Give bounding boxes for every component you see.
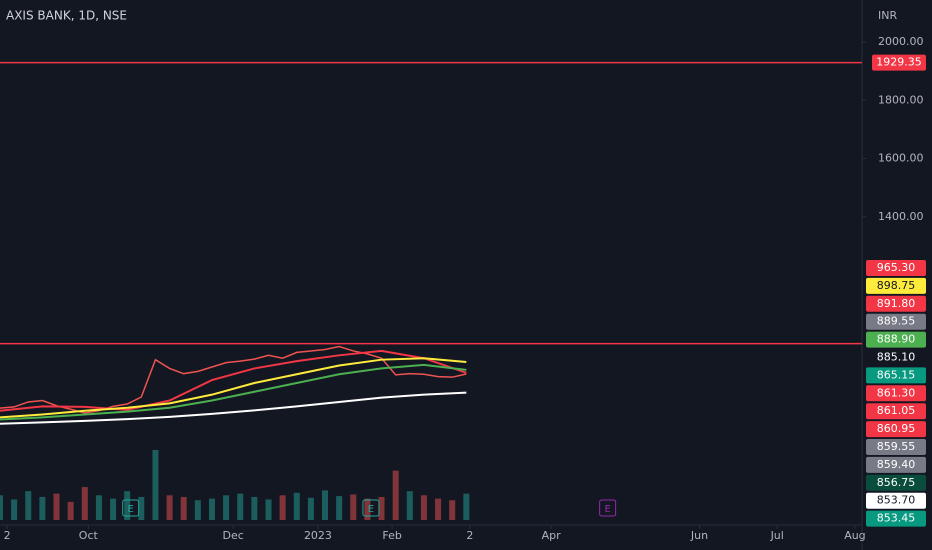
price-tag: 891.80 [877,297,916,310]
price-tag: 865.15 [877,368,916,381]
price-tag-bg [866,277,926,294]
price-tag-bg [866,439,926,455]
volume-bar [81,487,88,520]
volume-bar [392,470,399,520]
price-tag-bg [866,492,926,509]
price-tag: 885.10 [877,351,916,364]
volume-bar [67,501,74,520]
price-line [0,363,467,421]
price-tag: 853.45 [877,512,916,525]
volume-bar [237,493,244,520]
volume-bar [180,496,187,520]
volume-bar [208,498,215,520]
volume-bar [463,493,470,520]
x-tick-label: Feb [382,529,401,542]
price-tag: 898.75 [877,279,916,292]
price-tag: 861.30 [877,386,916,399]
price-tag: 965.30 [877,261,916,274]
x-tick-label: 2023 [304,529,332,542]
price-tag: 889.55 [877,315,916,328]
volume-bar [194,500,201,520]
volume-bar [293,492,300,520]
volume-bar [265,499,272,520]
y-tick-label: 2000.00 [878,35,924,48]
event-label: E [604,504,610,515]
x-tick-label: 2 [466,529,473,542]
event-marker [362,499,380,517]
y-tick-label: 1400.00 [878,210,924,223]
volume-bar [11,499,18,520]
price-tag-bg [866,331,926,348]
y-tick-label: 1600.00 [878,152,924,165]
price-line [0,391,467,425]
price-tag-bg [866,295,926,312]
price-tag-bg [866,403,926,420]
x-tick-label: Apr [542,529,562,542]
price-line [0,349,467,412]
price-tag-bg [866,510,926,527]
price-tag-bg [866,260,926,276]
x-tick-label: Jul [770,529,784,542]
volume-bar [124,491,131,520]
currency: INR [878,9,897,22]
chart-title: AXIS BANK, 1D, NSE [6,9,127,23]
x-tick-label: Oct [79,529,99,542]
volume-bar [406,491,413,520]
price-tag-bg [872,54,926,71]
x-tick-label: Jun [690,529,708,542]
price-tag-bg [866,313,926,330]
price-tag: 856.75 [877,476,916,489]
volume-bar [138,496,145,520]
price-line [0,345,467,414]
volume-bar [307,497,314,520]
price-tag: 1929.35 [876,56,922,69]
volume-bar [53,493,60,520]
volume-bar [152,450,159,520]
volume-bar [322,490,329,520]
x-tick-label: 2 [4,529,11,542]
price-tag: 888.90 [877,333,916,346]
y-tick-label: 1800.00 [878,93,924,106]
price-tag: 859.55 [877,440,916,453]
volume-bar [223,495,230,520]
event-label: E [128,504,134,515]
volume-bar [25,491,32,520]
volume-bar [449,500,456,520]
price-tag: 859.40 [877,458,916,471]
volume-bar [336,496,343,520]
price-tag-bg [866,367,926,384]
event-marker [122,499,140,517]
volume-bar [0,495,3,520]
volume-bar [166,495,173,520]
event-label: E [368,504,374,515]
price-tag-bg [866,474,926,491]
x-tick-label: Dec [223,529,244,542]
event-marker [599,499,617,517]
price-tag: 853.70 [877,494,916,507]
price-tag: 860.95 [877,422,916,435]
volume-bar [110,498,117,520]
volume-bar [435,498,442,520]
x-tick-label: Aug [844,529,865,542]
price-tag: 861.05 [877,404,916,417]
volume-bar [279,495,286,520]
volume-bar [420,495,427,520]
volume-bar [364,498,371,520]
volume-bar [378,496,385,520]
price-tag-bg [866,385,926,402]
price-tag-bg [866,421,926,438]
volume-bar [95,495,102,520]
volume-bar [39,496,46,520]
price-line [0,357,467,419]
volume-bar [350,494,357,520]
volume-bar [251,496,258,520]
price-tag-bg [866,456,926,473]
price-tag-bg [866,349,926,366]
